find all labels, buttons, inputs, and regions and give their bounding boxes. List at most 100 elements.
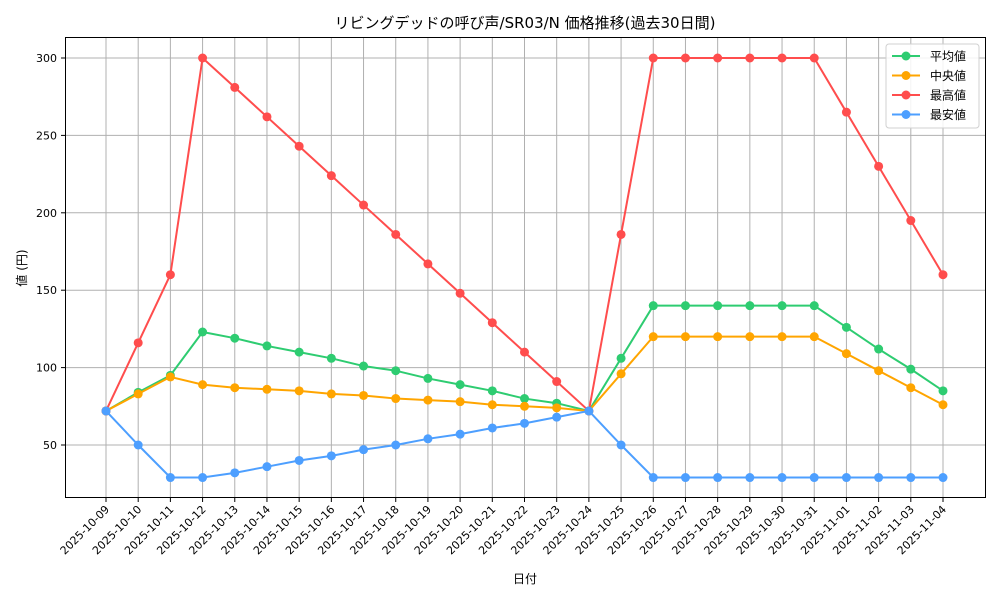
- legend-marker-icon: [901, 90, 911, 100]
- x-axis-label: 日付: [513, 572, 537, 586]
- data-point: [326, 389, 336, 399]
- data-point: [230, 82, 240, 92]
- data-point: [616, 440, 626, 450]
- data-point: [874, 366, 884, 376]
- data-point: [841, 322, 851, 332]
- data-point: [938, 386, 948, 396]
- data-point: [455, 380, 465, 390]
- data-point: [359, 361, 369, 371]
- data-point: [487, 400, 497, 410]
- data-point: [230, 383, 240, 393]
- legend-item: 中央値: [892, 68, 966, 83]
- data-point: [262, 341, 272, 351]
- data-point: [294, 141, 304, 151]
- data-point: [198, 327, 208, 337]
- data-point: [423, 373, 433, 383]
- data-point: [777, 473, 787, 483]
- data-point: [680, 473, 690, 483]
- data-point: [713, 473, 723, 483]
- legend-label: 最安値: [930, 107, 966, 122]
- axes-frame: [65, 37, 986, 498]
- series-中央値: [101, 332, 948, 416]
- y-tick-label: 100: [36, 362, 57, 375]
- data-point: [198, 380, 208, 390]
- data-point: [520, 401, 529, 411]
- data-point: [874, 161, 884, 171]
- legend-box: [885, 43, 980, 129]
- series-最高値: [101, 53, 948, 416]
- data-point: [777, 53, 787, 63]
- data-point: [874, 473, 884, 483]
- data-point: [809, 53, 819, 63]
- data-point: [487, 423, 497, 433]
- y-tick-label: 200: [36, 207, 57, 220]
- data-point: [648, 53, 658, 63]
- data-point: [809, 301, 819, 311]
- data-point: [584, 406, 594, 416]
- data-point: [391, 366, 401, 376]
- data-point: [262, 462, 272, 472]
- data-point: [713, 332, 723, 342]
- legend-label: 中央値: [930, 68, 966, 83]
- y-axis-label: 値 (円): [14, 249, 29, 286]
- data-point: [359, 390, 369, 400]
- data-point: [198, 473, 208, 483]
- data-point: [520, 418, 529, 428]
- chart-title: リビングデッドの呼び声/SR03/N 価格推移(過去30日間): [335, 14, 716, 32]
- data-point: [906, 216, 916, 226]
- data-point: [101, 406, 111, 416]
- legend-label: 最高値: [930, 88, 966, 103]
- data-point: [133, 338, 143, 348]
- data-point: [841, 349, 851, 359]
- data-point: [552, 377, 562, 387]
- data-point: [391, 229, 401, 239]
- legend-marker-icon: [901, 71, 911, 80]
- data-point: [455, 288, 465, 298]
- y-tick-label: 300: [36, 52, 57, 65]
- data-point: [520, 394, 529, 404]
- legend-marker-icon: [901, 51, 911, 61]
- data-point: [648, 301, 658, 311]
- grid: [66, 38, 985, 497]
- data-point: [616, 353, 626, 363]
- data-point: [359, 445, 369, 455]
- y-axis-ticks: 50 100 150 200 250 300: [36, 52, 65, 452]
- data-point: [874, 344, 884, 354]
- data-point: [133, 389, 143, 399]
- data-point: [680, 53, 690, 63]
- data-point: [745, 473, 755, 483]
- data-point: [777, 301, 787, 311]
- data-point: [745, 332, 755, 342]
- data-point: [906, 473, 916, 483]
- data-point: [745, 53, 755, 63]
- legend-label: 平均値: [930, 49, 966, 64]
- data-point: [809, 473, 819, 483]
- data-point: [326, 353, 336, 363]
- data-point: [616, 229, 626, 239]
- data-point: [455, 429, 465, 439]
- data-point: [713, 301, 723, 311]
- data-point: [648, 332, 658, 342]
- legend-item: 最安値: [892, 107, 966, 122]
- data-point: [391, 440, 401, 450]
- data-point: [487, 318, 497, 328]
- data-point: [648, 473, 658, 483]
- legend-item: 平均値: [892, 49, 966, 64]
- y-tick-label: 150: [36, 284, 57, 297]
- x-axis-ticks: 2025-10-092025-10-102025-10-112025-10-12…: [58, 498, 949, 557]
- data-point: [938, 473, 948, 483]
- data-point: [841, 107, 851, 117]
- legend-marker-icon: [901, 110, 911, 119]
- data-point: [938, 400, 948, 410]
- series-最安値: [101, 406, 948, 483]
- y-tick-label: 250: [36, 129, 57, 142]
- data-point: [745, 301, 755, 311]
- data-point: [294, 455, 304, 465]
- data-point: [487, 386, 497, 396]
- y-tick-label: 50: [43, 439, 57, 452]
- data-point: [423, 395, 433, 405]
- data-point: [809, 332, 819, 342]
